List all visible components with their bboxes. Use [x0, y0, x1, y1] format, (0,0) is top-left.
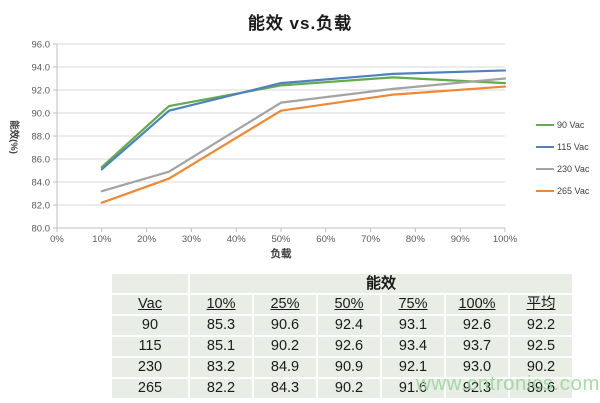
series-line-265-vac — [100, 85, 507, 204]
y-tick-label: 80.0 — [32, 224, 51, 235]
legend-label-90-vac: 90 Vac — [557, 120, 585, 130]
table-row-header: 265 — [112, 379, 188, 398]
legend-swatch-90-vac — [536, 123, 554, 127]
table-group-header: 能效 — [190, 274, 572, 293]
y-tick-label: 96.0 — [32, 40, 51, 51]
table-cell: 90.2 — [254, 337, 316, 356]
legend-swatch-115-vac — [536, 145, 554, 149]
table-col-header-平均: 平均 — [510, 295, 572, 314]
legend-label-265-vac: 265 Vac — [557, 186, 590, 196]
table-col-header-75pct: 75% — [382, 295, 444, 314]
table-cell: 90.9 — [318, 358, 380, 377]
table-cell: 90.2 — [510, 358, 572, 377]
legend-swatch-230-vac — [536, 167, 554, 171]
legend-item-230-vac: 230 Vac — [536, 158, 589, 180]
table-col-header-vac: Vac — [112, 295, 188, 314]
legend-swatch-265-vac — [536, 189, 554, 193]
efficiency-table: 能效 Vac 10% 25% 50% 75% 100% 平均 90 85.3 90.6 92.4 93.… — [110, 272, 574, 400]
table-cell: 90.6 — [254, 316, 316, 335]
legend-item-90-vac: 90 Vac — [536, 114, 589, 136]
table-cell: 92.4 — [318, 316, 380, 335]
y-tick-label: 84.0 — [32, 178, 51, 189]
series-line-230-vac — [100, 77, 507, 193]
x-tick-label: 80% — [406, 234, 426, 245]
table-row-230-vac: 230 83.2 84.9 90.9 92.1 93.0 90.2 — [112, 358, 572, 377]
table-cell: 90.2 — [318, 379, 380, 398]
y-tick-label: 92.0 — [32, 86, 51, 97]
table-cell: 84.3 — [254, 379, 316, 398]
table-cell: 92.3 — [446, 379, 508, 398]
table-cell: 93.0 — [446, 358, 508, 377]
table-column-header-row: Vac 10% 25% 50% 75% 100% 平均 — [112, 295, 572, 314]
y-tick-label: 86.0 — [32, 155, 51, 166]
x-tick-label: 0% — [50, 234, 64, 245]
x-tick-label: 70% — [361, 234, 381, 245]
series-line-115-vac — [100, 69, 507, 171]
x-tick-label: 50% — [271, 234, 291, 245]
legend-label-115-vac: 115 Vac — [557, 142, 589, 152]
table-cell: 93.1 — [382, 316, 444, 335]
legend-item-265-vac: 265 Vac — [536, 180, 589, 202]
y-tick-label: 90.0 — [32, 109, 51, 120]
table-row-header: 115 — [112, 337, 188, 356]
table-corner-cell — [112, 274, 188, 293]
x-tick-label: 60% — [316, 234, 336, 245]
series-line-90-vac — [100, 76, 507, 169]
table-cell: 91.6 — [382, 379, 444, 398]
table-row-265-vac: 265 82.2 84.3 90.2 91.6 92.3 89.6 — [112, 379, 572, 398]
table-cell: 82.2 — [190, 379, 252, 398]
table-col-header-10pct: 10% — [190, 295, 252, 314]
x-tick-label: 20% — [137, 234, 157, 245]
y-tick-label: 94.0 — [32, 63, 51, 74]
table-row-header: 230 — [112, 358, 188, 377]
x-tick-label: 40% — [227, 234, 247, 245]
table-cell: 93.4 — [382, 337, 444, 356]
watermark: www.cntronics.com — [416, 372, 600, 395]
plot-area: 96.0 94.0 92.0 90.0 88.0 86.0 84.0 82.0 80.00% 10… — [32, 40, 518, 246]
table-cell: 92.6 — [318, 337, 380, 356]
x-axis-title: 负载 — [270, 248, 292, 260]
table-col-header-25pct: 25% — [254, 295, 316, 314]
table-cell: 85.3 — [190, 316, 252, 335]
table-row-90-vac: 90 85.3 90.6 92.4 93.1 92.6 92.2 — [112, 316, 572, 335]
table-group-header-row: 能效 — [112, 274, 572, 293]
table-cell: 84.9 — [254, 358, 316, 377]
x-tick-label: 30% — [182, 234, 202, 245]
table-cell: 92.2 — [510, 316, 572, 335]
x-tick-label: 10% — [92, 234, 112, 245]
table-cell: 92.6 — [446, 316, 508, 335]
table-row-header: 90 — [112, 316, 188, 335]
y-axis-title: 能效(%) — [8, 120, 19, 154]
chart-title: 能效 vs.负载 — [247, 14, 353, 33]
legend: 90 Vac 115 Vac 230 Vac 265 Vac — [536, 114, 589, 202]
x-tick-label: 90% — [451, 234, 471, 245]
table-cell: 89.6 — [510, 379, 572, 398]
table-cell: 93.7 — [446, 337, 508, 356]
table-row-115-vac: 115 85.1 90.2 92.6 93.4 93.7 92.5 — [112, 337, 572, 356]
table-cell: 92.1 — [382, 358, 444, 377]
legend-item-115-vac: 115 Vac — [536, 136, 589, 158]
y-tick-label: 82.0 — [32, 201, 51, 212]
y-tick-label: 88.0 — [32, 132, 51, 143]
table-col-header-100pct: 100% — [446, 295, 508, 314]
table-cell: 83.2 — [190, 358, 252, 377]
table-col-header-50pct: 50% — [318, 295, 380, 314]
legend-label-230-vac: 230 Vac — [557, 164, 590, 174]
table-cell: 92.5 — [510, 337, 572, 356]
x-tick-label: 100% — [493, 234, 518, 245]
table-cell: 85.1 — [190, 337, 252, 356]
